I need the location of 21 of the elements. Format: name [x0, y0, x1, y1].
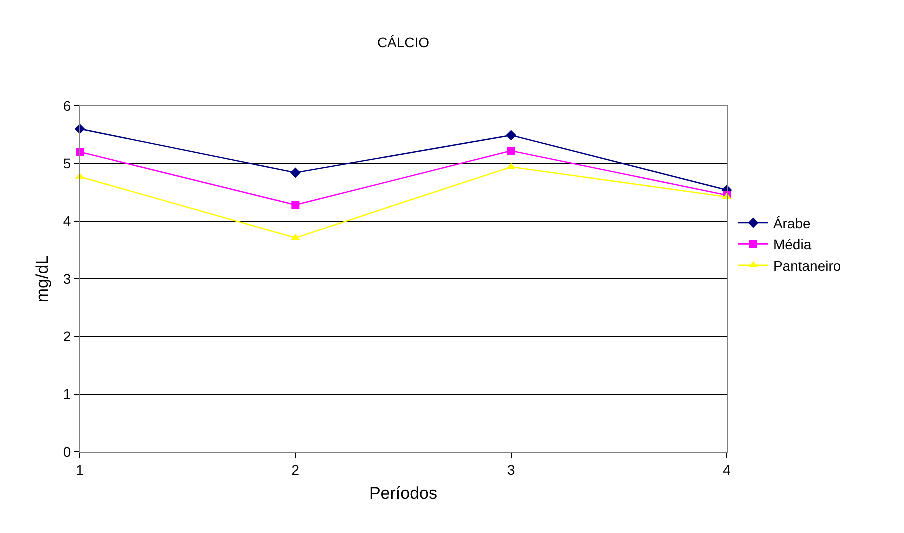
point	[507, 146, 516, 155]
y-axis-title: mg/dL	[32, 255, 52, 303]
x-tick-label: 4	[723, 462, 732, 478]
point	[506, 130, 517, 141]
y-tick-label: 0	[63, 444, 72, 460]
y-tick-label: 2	[63, 328, 72, 345]
point	[290, 168, 301, 178]
y-tick-label: 1	[63, 386, 72, 402]
y-tick-label: 6	[63, 98, 72, 114]
y-tick-label: 3	[63, 270, 72, 287]
chart-title: CÁLCIO	[377, 34, 430, 51]
x-tick-label: 1	[76, 462, 84, 478]
legend-label: Pantaneiro	[773, 258, 842, 274]
point	[292, 201, 300, 210]
y-tick-label: 4	[63, 213, 72, 230]
y-tick-label: 5	[63, 156, 72, 172]
x-axis-title: Períodos	[369, 484, 438, 504]
legend-label: Média	[773, 236, 812, 253]
legend-label: Árabe	[773, 215, 812, 232]
x-tick-label: 3	[507, 462, 516, 478]
x-tick-label: 2	[292, 462, 300, 478]
